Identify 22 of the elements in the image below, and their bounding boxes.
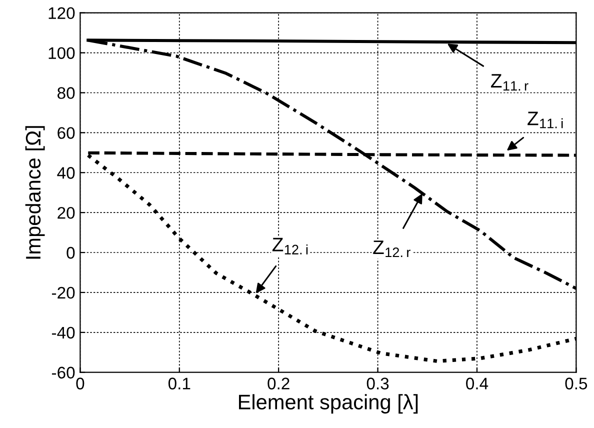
y-tick-label: 40	[57, 167, 75, 179]
y-tick-label: 60	[58, 127, 75, 139]
y-tick-label: -20	[52, 286, 75, 299]
annotation: Z$_{12.i}$	[272, 238, 308, 254]
y-axis-title: Impedance [Ω]	[25, 126, 45, 259]
annotation: Z$_{11.r}$	[490, 74, 528, 91]
annotation: Z$_{12.r}$	[373, 240, 410, 258]
y-tick-label: -40	[52, 326, 75, 339]
x-tick-label: 0.3	[366, 378, 389, 390]
y-tick-label: -60	[52, 366, 75, 379]
y-tick-label: 20	[58, 206, 75, 219]
x-tick-label: 0.4	[466, 378, 488, 390]
x-tick-label: 0.2	[268, 378, 290, 390]
x-axis-title: Element spacing [λ]	[238, 394, 418, 414]
y-tick-label: 0	[66, 246, 75, 259]
y-tick-label: 100	[48, 47, 75, 59]
x-tick-label: 0	[76, 378, 84, 390]
y-tick-label: 80	[58, 87, 75, 99]
annotation: Z$_{11.i}$	[528, 112, 563, 128]
y-tick-label: 120	[48, 7, 75, 20]
x-tick-label: 0.5	[565, 378, 588, 390]
x-tick-label: 0.1	[168, 378, 190, 390]
